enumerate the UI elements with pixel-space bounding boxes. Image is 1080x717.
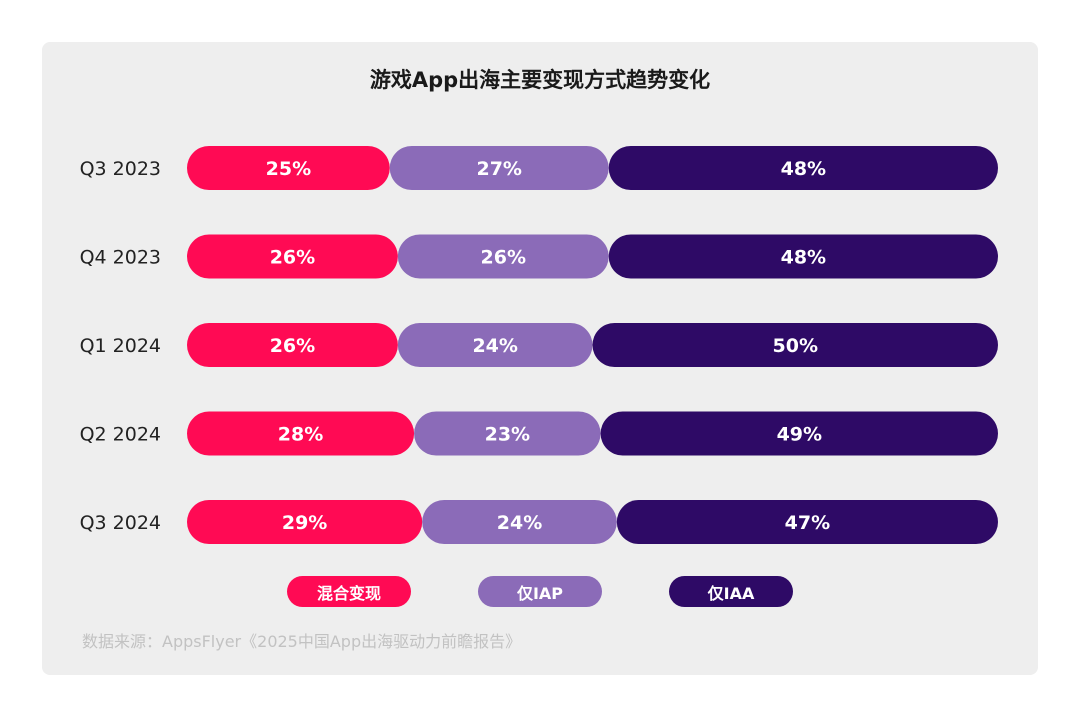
bar-segment [187,500,423,544]
data-label: 25% [266,158,311,180]
legend-item-iaa-only: 仅IAA [669,576,793,607]
bar-segment [608,146,998,190]
data-label: 26% [270,335,315,357]
legend-item-iap-only: 仅IAP [478,576,602,607]
data-label: 24% [497,512,542,534]
bar-segment [397,323,593,367]
data-label: 50% [773,335,818,357]
data-label: 26% [481,247,526,269]
bar-segment [592,323,998,367]
category-label: Q2 2024 [80,424,161,446]
data-label: 49% [777,424,822,446]
category-label: Q1 2024 [80,335,161,357]
bar-segment [414,411,601,456]
bar-segment [608,234,998,279]
data-label: 47% [785,512,830,534]
category-label: Q3 2024 [80,512,161,534]
data-label: 23% [485,424,530,446]
bar-segment [187,323,398,367]
bar-segment [397,234,609,279]
data-label: 27% [476,158,521,180]
bar-segment [187,411,415,456]
bar-segment [600,411,998,456]
bar-segment [187,146,390,190]
category-label: Q4 2023 [80,247,161,269]
bar-segment [389,146,609,190]
data-label: 29% [282,512,327,534]
bar-segment [422,500,617,544]
data-label: 48% [781,158,826,180]
bar-segment [187,234,398,279]
chart-title: 游戏App出海主要变现方式趋势变化 [369,68,711,92]
category-label: Q3 2023 [80,158,161,180]
bar-segment [616,500,998,544]
legend-item-hybrid: 混合变现 [287,576,411,607]
source-note: 数据来源：AppsFlyer《2025中国App出海驱动力前瞻报告》 [82,632,522,651]
data-label: 48% [781,247,826,269]
data-label: 28% [278,424,323,446]
data-label: 26% [270,247,315,269]
data-label: 24% [472,335,517,357]
